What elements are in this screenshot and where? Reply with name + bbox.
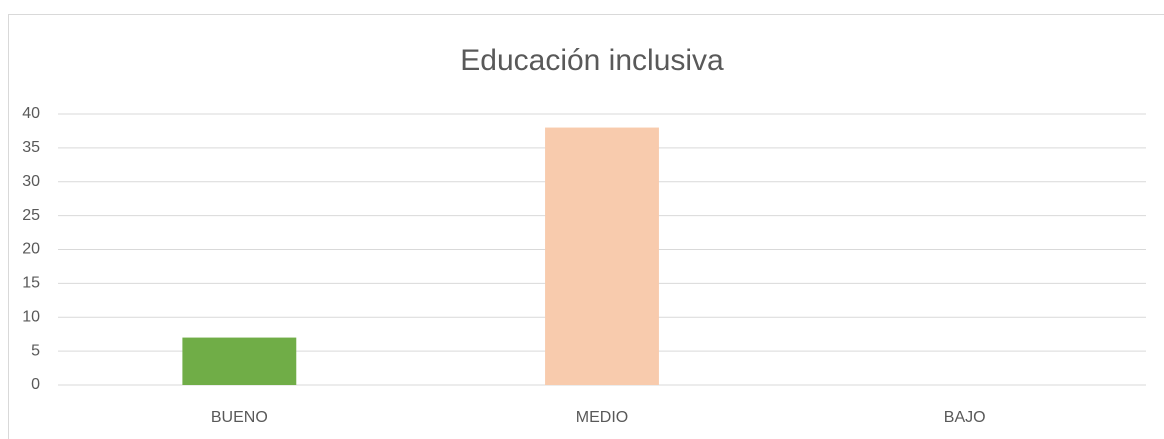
y-tick-label: 40 [22, 105, 40, 122]
bar [182, 337, 297, 385]
bar [545, 127, 659, 386]
x-tick-label: BUENO [211, 409, 268, 426]
y-tick-label: 20 [22, 241, 40, 258]
x-tick-label: BAJO [944, 409, 986, 426]
y-tick-label: 5 [31, 342, 40, 359]
y-tick-label: 35 [22, 139, 40, 156]
y-tick-label: 15 [22, 275, 40, 292]
y-tick-label: 10 [22, 308, 40, 325]
chart-title: Educación inclusiva [460, 44, 724, 77]
x-tick-label: MEDIO [576, 409, 628, 426]
y-tick-label: 30 [22, 173, 40, 190]
y-tick-label: 25 [22, 207, 40, 224]
y-tick-label: 0 [31, 376, 40, 393]
